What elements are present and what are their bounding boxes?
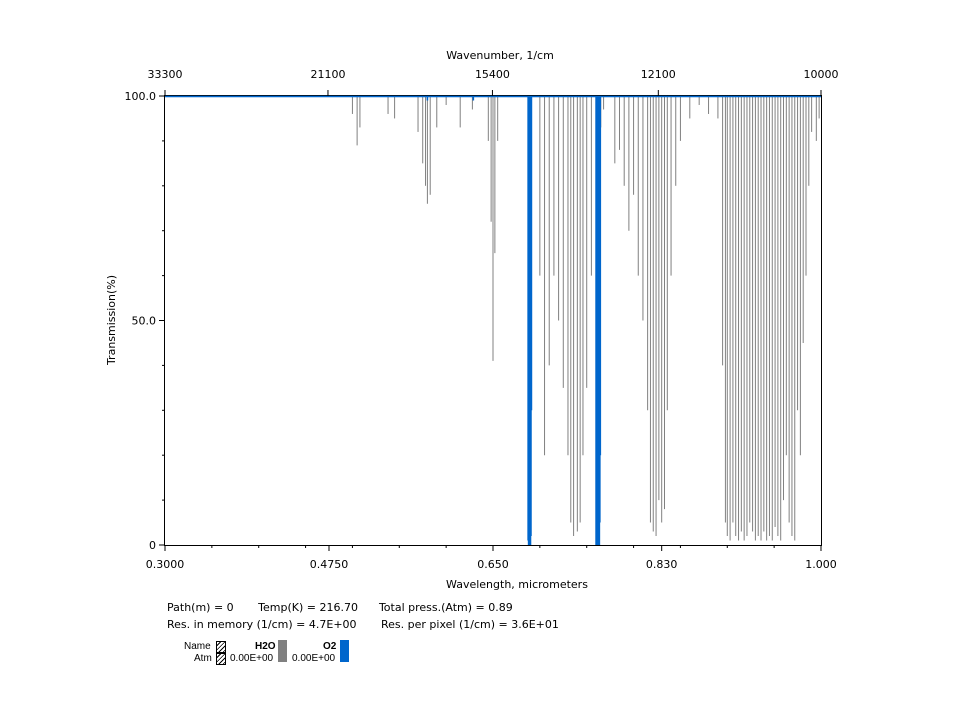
x-tick-label: 0.4750 xyxy=(310,558,349,571)
legend-o2-atm: 0.00E+00 xyxy=(292,653,336,664)
legend-o2-swatch xyxy=(340,640,349,662)
legend-h2o-swatch xyxy=(278,640,287,662)
top-tick-label: 10000 xyxy=(804,68,839,81)
x-tick-label: 1.000 xyxy=(805,558,837,571)
legend-h2o-name: H2O xyxy=(255,641,276,652)
top-tick-label: 12100 xyxy=(641,68,676,81)
x-axis-label: Wavelength, micrometers xyxy=(446,578,588,590)
legend-name-label: Name xyxy=(184,641,211,652)
info-resolution: Res. in memory (1/cm) = 4.7E+00 Res. per… xyxy=(167,618,559,631)
x-tick-label: 0.3000 xyxy=(146,558,185,571)
y-tick-label: 50.0 xyxy=(132,315,157,328)
series-o2 xyxy=(426,96,602,545)
spectrum-chart: 0.3000 0.4750 0.650 0.830 1.000 0 50.0 100.0 333… xyxy=(105,49,839,590)
legend-atm-label: Atm xyxy=(194,653,212,664)
axis-layer: 0.3000 0.4750 0.650 0.830 1.000 0 50.0 100.0 333… xyxy=(125,68,839,571)
series-h2o xyxy=(351,96,820,541)
top-tick-label: 21100 xyxy=(310,68,345,81)
info-path-temp-pressure: Path(m) = 0 Temp(K) = 216.70 Total press… xyxy=(167,601,513,614)
top-tick-label: 15400 xyxy=(475,68,510,81)
y-tick-label: 0 xyxy=(149,539,156,552)
y-axis-label: Transmission(%) xyxy=(105,275,118,366)
top-axis-label: Wavenumber, 1/cm xyxy=(446,49,554,62)
y-tick-label: 100.0 xyxy=(125,90,157,103)
legend-atm-hatch xyxy=(216,653,226,665)
legend-o2-name: O2 xyxy=(323,641,337,652)
x-tick-label: 0.830 xyxy=(646,558,678,571)
legend-name-hatch xyxy=(216,641,226,653)
series-layer xyxy=(165,95,821,545)
x-tick-label: 0.650 xyxy=(477,558,509,571)
top-tick-label: 33300 xyxy=(148,68,183,81)
legend-h2o-atm: 0.00E+00 xyxy=(230,653,274,664)
